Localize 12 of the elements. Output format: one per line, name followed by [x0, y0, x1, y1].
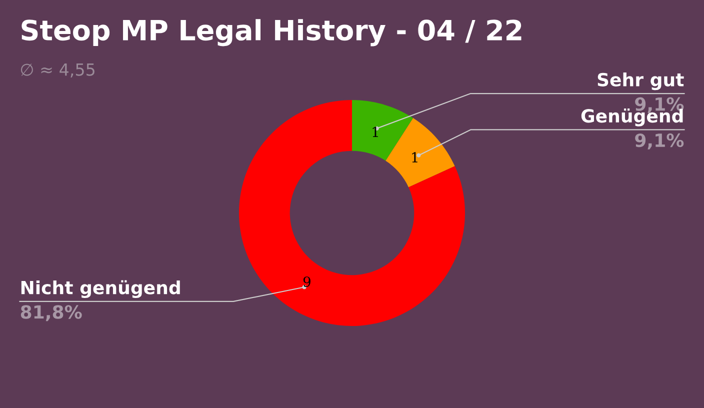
text: 9 [303, 276, 310, 287]
slice-label: Sehr gut [598, 72, 684, 90]
text: 1 [372, 126, 378, 138]
donut-slice [352, 100, 414, 161]
chart-title: Steop MP Legal History - 04 / 22 [22, 19, 522, 46]
donut-slice [239, 100, 465, 326]
text: 1 [412, 152, 418, 162]
donut-slice [386, 118, 455, 188]
data-label: 9,1% [635, 133, 684, 150]
chart-subtitle: ∅ ≈ 4,55 [20, 63, 94, 78]
data-label: 81,8% [20, 305, 82, 322]
slice-label: Nicht genügend [21, 280, 180, 298]
